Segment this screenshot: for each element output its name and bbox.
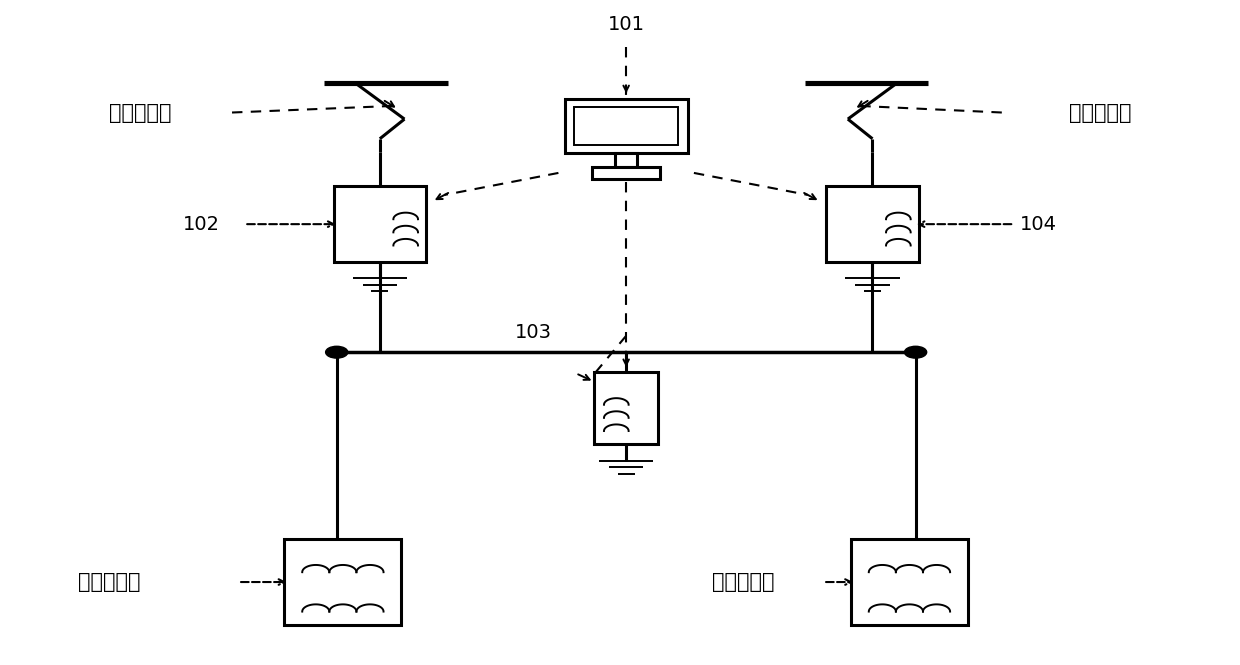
Circle shape	[904, 346, 926, 358]
Text: 101: 101	[608, 15, 645, 34]
Text: 103: 103	[516, 323, 552, 342]
Circle shape	[326, 346, 347, 358]
Bar	[284, 539, 402, 624]
Text: 第二变压器: 第二变压器	[712, 572, 775, 592]
Bar	[574, 106, 678, 145]
Text: 第一变压器: 第一变压器	[78, 572, 140, 592]
Text: 104: 104	[1021, 215, 1058, 233]
Bar	[594, 372, 658, 444]
Bar	[334, 186, 427, 262]
Text: 第二受电弓: 第二受电弓	[1069, 102, 1131, 122]
Bar	[826, 186, 919, 262]
Text: 第一受电弓: 第一受电弓	[109, 102, 171, 122]
Text: 102: 102	[182, 215, 219, 233]
Bar	[851, 539, 968, 624]
Bar	[564, 98, 688, 152]
Bar	[593, 167, 660, 179]
Bar	[615, 152, 637, 167]
